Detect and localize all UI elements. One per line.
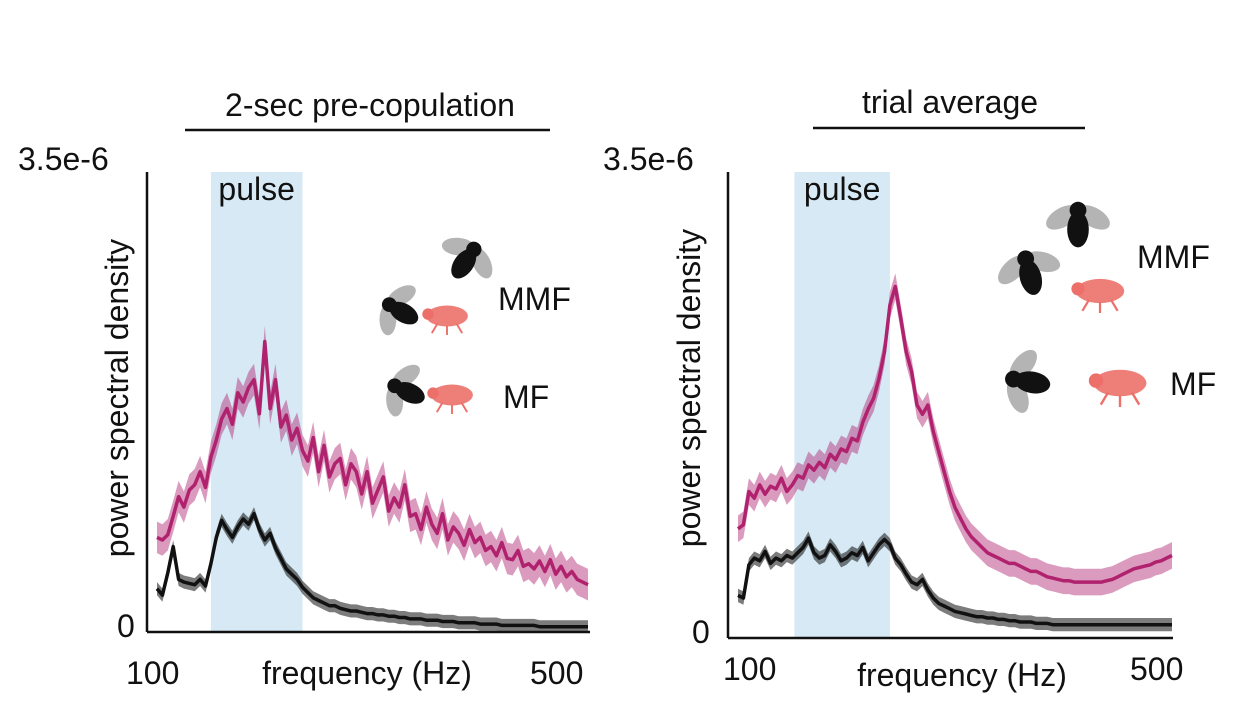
y-axis-label: power spectral density [99, 239, 135, 557]
series-mmf-error-band [157, 325, 588, 601]
series-mmf-line [736, 284, 1173, 584]
legend-mmf-label: MMF [498, 281, 571, 317]
pulse-band-label: pulse [218, 171, 295, 207]
series-mmf-error-band [738, 273, 1172, 596]
legend-mf-label: MF [1170, 366, 1216, 402]
y-tick-label-bottom: 0 [117, 608, 135, 644]
x-tick-label-left: 100 [126, 655, 179, 691]
legend-mmf-label: MMF [1137, 239, 1210, 275]
y-tick-label-top: 3.5e-6 [603, 141, 694, 177]
y-tick-label-top: 3.5e-6 [18, 141, 109, 177]
flies-mmf-icon [365, 222, 507, 349]
x-axis-label: frequency (Hz) [262, 655, 472, 691]
x-tick-label-right: 500 [530, 655, 583, 691]
y-axis-label: power spectral density [671, 229, 707, 547]
y-tick-label-bottom: 0 [692, 614, 710, 650]
series-mmf-line [156, 339, 589, 587]
chart-title: trial average [862, 84, 1038, 120]
pulse-band [794, 172, 890, 638]
panel-left: 2-sec pre-copulation pulse 3.5e-6 0 100 … [18, 87, 590, 691]
x-tick-label-right: 500 [1130, 651, 1183, 687]
flies-mmf-icon [988, 200, 1126, 315]
flies-mf-icon [997, 341, 1148, 421]
pulse-band-label: pulse [804, 171, 881, 207]
panel-right: trial average pulse 3.5e-6 0 100 500 fre… [603, 84, 1216, 693]
legend-mf-label: MF [503, 379, 549, 415]
x-axis-label: frequency (Hz) [857, 657, 1067, 693]
series-mf-line [155, 511, 588, 629]
series-mf-line [737, 536, 1172, 627]
chart-title: 2-sec pre-copulation [225, 87, 515, 123]
x-tick-label-left: 100 [723, 651, 776, 687]
flies-mf-icon [373, 353, 474, 429]
